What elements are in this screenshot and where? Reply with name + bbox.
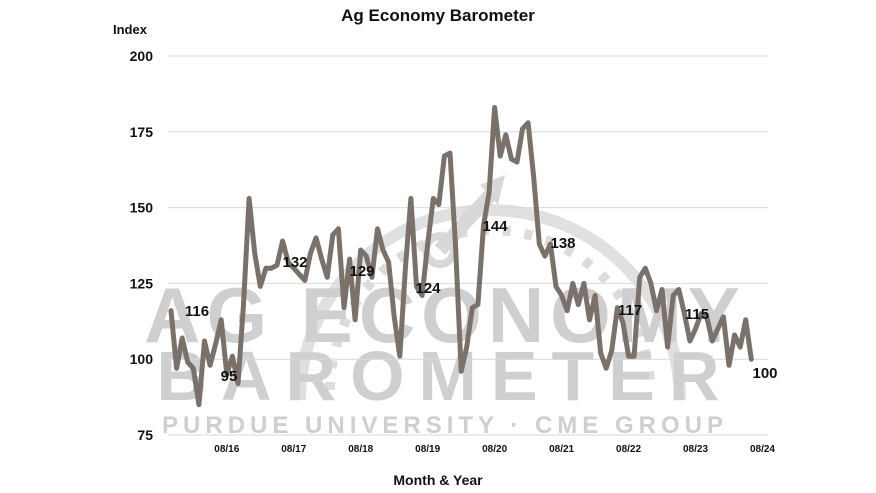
data-label: 95 xyxy=(221,368,238,385)
x-tick-label: 08/20 xyxy=(482,444,507,455)
data-label: 100 xyxy=(752,365,777,382)
x-tick-label: 08/18 xyxy=(348,444,373,455)
x-tick-label: 08/24 xyxy=(750,444,775,455)
data-label: 116 xyxy=(185,303,209,320)
barometer-series-line xyxy=(168,105,754,408)
data-label: 124 xyxy=(415,280,441,297)
y-tick-label: 125 xyxy=(130,275,154,291)
data-label: 129 xyxy=(349,263,374,280)
data-labels: 116 95 132 129 124 144 138 117 115 100 xyxy=(185,218,778,385)
watermark-line-2: BAROMETER xyxy=(156,337,733,415)
data-label: 115 xyxy=(685,306,709,323)
y-axis-ticks: 75 100 125 150 175 200 xyxy=(130,48,154,443)
y-tick-label: 200 xyxy=(130,48,154,64)
y-tick-label: 100 xyxy=(130,351,154,367)
x-axis-label: Month & Year xyxy=(393,472,483,488)
y-tick-label: 175 xyxy=(130,124,154,140)
y-tick-label: 75 xyxy=(137,427,153,443)
x-axis-ticks: 08/16 08/17 08/18 08/19 08/20 08/21 08/22 08/23… xyxy=(214,444,775,455)
data-label: 144 xyxy=(482,218,508,235)
x-tick-label: 08/23 xyxy=(683,444,708,455)
x-tick-label: 08/17 xyxy=(281,444,306,455)
y-tick-label: 150 xyxy=(130,200,154,216)
x-tick-label: 08/16 xyxy=(214,444,239,455)
x-tick-label: 08/22 xyxy=(616,444,641,455)
x-tick-label: 08/19 xyxy=(415,444,440,455)
data-label: 132 xyxy=(282,254,307,271)
gridlines xyxy=(168,55,768,436)
x-tick-label: 08/21 xyxy=(549,444,574,455)
chart-title: Ag Economy Barometer xyxy=(341,6,535,25)
data-label: 138 xyxy=(550,235,575,252)
y-axis-label: Index xyxy=(113,22,147,37)
data-label: 117 xyxy=(618,302,642,319)
